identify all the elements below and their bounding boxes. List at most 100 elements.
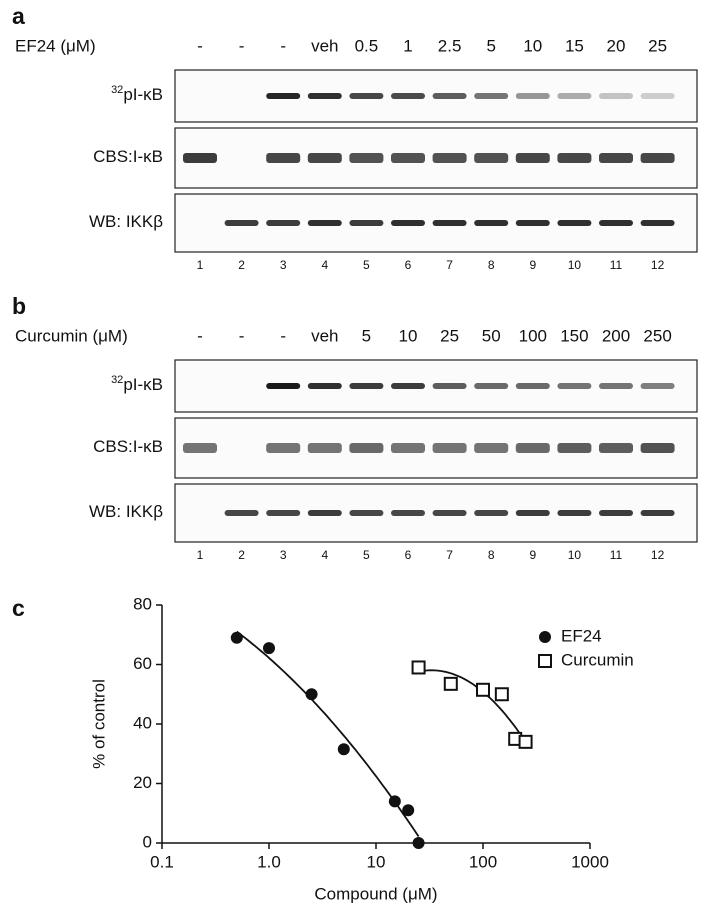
band [599,93,633,99]
treatment-label: Curcumin (μM) [15,326,128,345]
lane-number: 5 [363,548,370,562]
band [599,153,633,163]
band [349,510,384,516]
band [266,443,301,453]
lane-number: 2 [238,258,245,272]
lane-label: - [197,36,203,55]
y-tick-label: 0 [143,832,152,851]
lane-label: 20 [607,36,626,55]
lane-number: 11 [610,258,623,272]
lane-number: 2 [238,548,245,562]
band [432,383,467,389]
band [266,510,301,516]
x-tick-label: 1000 [571,852,609,871]
band [515,510,550,516]
band [515,153,550,163]
lane-label: 0.5 [355,36,379,55]
lane-label: 100 [519,326,547,345]
band [391,153,425,163]
lane-number: 7 [446,548,453,562]
band [515,93,550,99]
band [391,510,425,516]
band [432,93,467,99]
fit-curve [418,669,527,743]
band [474,153,509,163]
legend-marker [539,631,551,643]
lane-label: 5 [362,326,371,345]
data-point [388,795,401,808]
data-point [263,642,275,655]
lane-label: veh [311,326,338,345]
lane-label: veh [311,36,338,55]
lane-number: 6 [405,258,412,272]
band [266,93,301,99]
lane-number: 10 [568,258,582,272]
lane-label: 200 [602,326,630,345]
legend-marker [538,654,552,668]
band [474,510,509,516]
lane-number: 9 [529,258,536,272]
y-tick-label: 60 [133,654,152,673]
lane-label: 25 [440,326,459,345]
band [557,220,592,226]
data-point [337,743,350,756]
band [349,93,384,99]
panel-label: a [12,3,25,29]
band [224,510,259,516]
lane-number: 8 [488,258,495,272]
band [599,220,633,226]
lane-label: 25 [648,36,667,55]
y-axis-label: % of control [89,679,108,769]
data-point [412,837,425,849]
data-point [518,734,533,749]
legend-label: EF24 [561,626,602,645]
band [391,220,425,226]
band [474,220,509,226]
lane-label: - [280,36,286,55]
band [307,443,342,453]
band [515,220,550,226]
row-label-text: pI-κB [123,375,163,394]
lane-number: 4 [321,548,328,562]
band [349,220,384,226]
band [640,153,675,163]
band [557,383,592,389]
band [640,93,675,99]
data-point [402,804,415,817]
data-point [305,688,318,701]
treatment-label: EF24 (μM) [15,36,96,55]
band [557,153,592,163]
band [557,443,592,453]
lane-label: 10 [523,36,542,55]
lane-number: 9 [529,548,536,562]
fit-curve [236,630,420,838]
lane-number: 3 [280,258,287,272]
legend-label: Curcumin [561,650,634,669]
band [391,93,425,99]
band [391,443,425,453]
row-label: 32pI-κB [111,374,163,395]
lane-number: 11 [610,548,623,562]
lane-number: 5 [363,258,370,272]
lane-label: 2.5 [438,36,462,55]
lane-number: 12 [651,258,665,272]
data-point [494,687,509,702]
lane-number: 8 [488,548,495,562]
y-tick-label: 80 [133,594,152,613]
row-label: 32pI-κB [111,84,163,105]
y-tick-label: 40 [133,713,152,732]
lane-label: 1 [403,36,412,55]
band [432,220,467,226]
band [307,153,342,163]
lane-number: 1 [197,548,204,562]
band [640,510,675,516]
band [432,510,467,516]
band [515,443,550,453]
band [599,443,633,453]
band [307,220,342,226]
lane-label: 50 [482,326,501,345]
band [391,383,425,389]
x-tick-label: 100 [469,852,497,871]
band [307,383,342,389]
lane-label: 15 [565,36,584,55]
